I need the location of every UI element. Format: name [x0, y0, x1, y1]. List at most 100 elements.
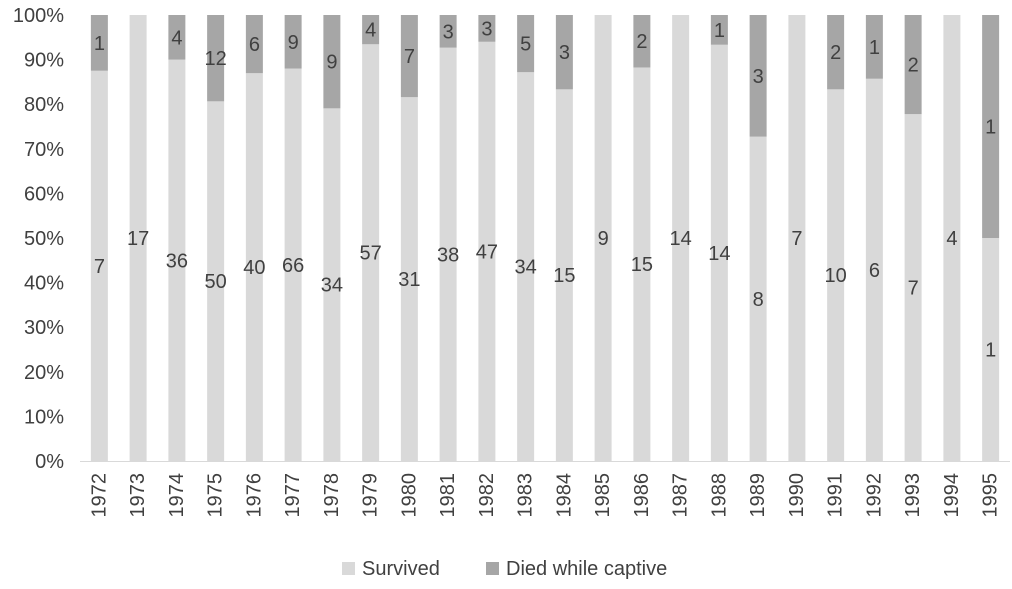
- data-label-died-1992: 1: [869, 37, 880, 59]
- data-label-died-1982: 3: [481, 18, 492, 40]
- x-tick-label: 1995: [980, 473, 1002, 518]
- bar-survived-1981: [439, 47, 457, 461]
- x-tick-label: 1980: [398, 473, 420, 518]
- y-tick-label: 90%: [24, 50, 64, 72]
- data-label-survived-1983: 34: [515, 257, 537, 279]
- data-label-survived-1973: 17: [127, 228, 149, 250]
- bar-died-1975: [207, 15, 225, 102]
- y-tick-label: 60%: [24, 183, 64, 205]
- x-tick-label: 1985: [592, 473, 614, 518]
- data-label-survived-1975: 50: [205, 271, 227, 293]
- x-tick-label: 1986: [631, 473, 653, 518]
- data-label-survived-1981: 38: [437, 244, 459, 266]
- bar-survived-1994: [943, 15, 961, 461]
- data-label-died-1995: 1: [985, 117, 996, 139]
- bar-survived-1972: [90, 70, 108, 461]
- bar-survived-1992: [865, 78, 883, 461]
- x-tick-label: 1977: [282, 473, 304, 518]
- data-label-survived-1979: 57: [360, 243, 382, 265]
- bar-survived-1977: [284, 68, 302, 462]
- data-label-died-1986: 2: [636, 31, 647, 53]
- x-tick-label: 1984: [553, 473, 575, 518]
- bar-died-1982: [478, 15, 496, 42]
- legend-label-died-while-captive: Died while captive: [506, 558, 667, 580]
- x-tick-label: 1974: [166, 473, 188, 518]
- x-tick-label: 1972: [88, 473, 110, 518]
- y-tick-label: 0%: [35, 451, 64, 473]
- bar-died-1995: [982, 15, 1000, 238]
- data-label-survived-1972: 7: [94, 256, 105, 278]
- bar-died-1992: [865, 15, 883, 79]
- bar-died-1984: [555, 15, 573, 90]
- y-tick-label: 30%: [24, 317, 64, 339]
- y-tick-label: 10%: [24, 406, 64, 428]
- x-tick-label: 1989: [747, 473, 769, 518]
- x-tick-label: 1981: [437, 473, 459, 518]
- data-label-survived-1992: 6: [869, 260, 880, 282]
- data-label-survived-1977: 66: [282, 255, 304, 277]
- bar-survived-1993: [904, 114, 922, 461]
- legend-swatch-survived: [342, 562, 355, 575]
- x-tick-label: 1994: [941, 473, 963, 518]
- data-label-died-1993: 2: [908, 55, 919, 77]
- data-label-died-1991: 2: [830, 42, 841, 64]
- bar-died-1989: [749, 15, 767, 137]
- data-label-survived-1984: 15: [553, 265, 575, 287]
- bar-survived-1984: [555, 89, 573, 461]
- data-labels: 7117364501240666934957431738347334515391…: [94, 18, 996, 361]
- data-label-died-1983: 5: [520, 34, 531, 56]
- data-label-died-1980: 7: [404, 46, 415, 68]
- bar-survived-1973: [129, 15, 147, 461]
- x-tick-label: 1983: [515, 473, 537, 518]
- bar-died-1980: [400, 15, 418, 98]
- legend-label-survived: Survived: [362, 558, 440, 580]
- x-tick-label: 1988: [708, 473, 730, 518]
- x-tick-label: 1976: [243, 473, 265, 518]
- data-label-survived-1987: 14: [670, 228, 692, 250]
- data-label-survived-1993: 7: [908, 278, 919, 300]
- y-tick-label: 70%: [24, 139, 64, 161]
- bar-died-1976: [245, 15, 263, 74]
- data-label-survived-1991: 10: [825, 265, 847, 287]
- bar-died-1988: [710, 15, 728, 45]
- bar-survived-1989: [749, 136, 767, 462]
- data-label-survived-1976: 40: [243, 257, 265, 279]
- data-label-survived-1982: 47: [476, 241, 498, 263]
- y-tick-label: 20%: [24, 362, 64, 384]
- x-tick-label: 1975: [205, 473, 227, 518]
- bar-survived-1990: [788, 15, 806, 461]
- bar-survived-1974: [168, 59, 186, 461]
- y-tick-label: 40%: [24, 273, 64, 295]
- bar-died-1991: [827, 15, 845, 90]
- data-label-died-1989: 3: [753, 66, 764, 88]
- x-tick-label: 1978: [321, 473, 343, 518]
- data-label-survived-1974: 36: [166, 250, 188, 272]
- data-label-survived-1988: 14: [708, 243, 730, 265]
- bars: [90, 15, 1000, 462]
- bar-survived-1988: [710, 44, 728, 461]
- data-label-died-1984: 3: [559, 42, 570, 64]
- data-label-survived-1990: 7: [791, 228, 802, 250]
- x-tick-label: 1991: [825, 473, 847, 518]
- axes: 0%10%20%30%40%50%60%70%80%90%100%1972 197…: [13, 5, 1010, 518]
- bar-survived-1987: [672, 15, 690, 461]
- bar-survived-1991: [827, 89, 845, 461]
- y-tick-label: 50%: [24, 228, 64, 250]
- data-label-survived-1986: 15: [631, 254, 653, 276]
- x-tick-label: 1992: [863, 473, 885, 518]
- x-tick-label: 1982: [476, 473, 498, 518]
- bar-died-1981: [439, 15, 457, 48]
- x-tick-label: 1990: [786, 473, 808, 518]
- x-tick-label: 1987: [670, 473, 692, 518]
- bar-survived-1983: [517, 72, 535, 461]
- y-tick-label: 100%: [13, 5, 64, 27]
- bar-survived-1980: [400, 97, 418, 461]
- data-label-died-1981: 3: [443, 21, 454, 43]
- x-tick-label: 1993: [902, 473, 924, 518]
- bar-survived-1976: [245, 73, 263, 461]
- bar-survived-1986: [633, 67, 651, 462]
- data-label-died-1972: 1: [94, 33, 105, 55]
- bar-died-1983: [517, 15, 535, 73]
- data-label-survived-1980: 31: [398, 269, 420, 291]
